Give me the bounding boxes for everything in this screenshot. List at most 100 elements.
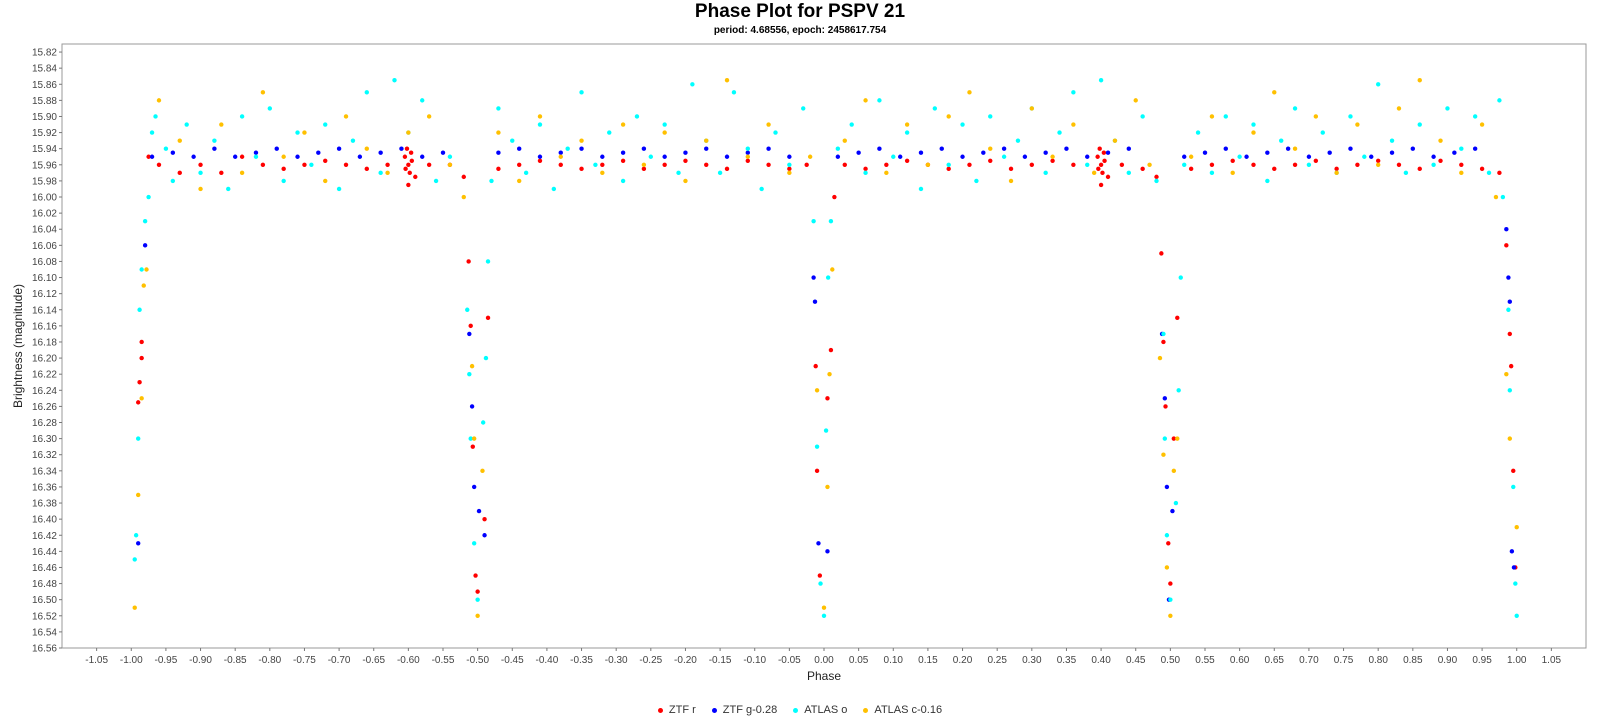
point-atlas-c-0-16: [1071, 122, 1076, 127]
point-ztf-g-0-28: [476, 508, 482, 514]
point-atlas-o: [1306, 162, 1312, 167]
point-atlas-o: [471, 541, 477, 546]
point-ztf-r: [1355, 162, 1360, 167]
x-tick-label: -0.65: [362, 655, 385, 666]
point-atlas-c-0-16: [1091, 170, 1097, 176]
point-atlas-o: [281, 178, 286, 184]
point-atlas-o: [1162, 436, 1168, 441]
point-ztf-r: [1119, 162, 1125, 167]
legend-swatch: [863, 707, 869, 713]
point-atlas-o: [818, 581, 823, 586]
point-ztf-r: [1095, 154, 1100, 159]
point-atlas-o: [1057, 130, 1062, 135]
point-atlas-c-0-16: [1396, 106, 1402, 111]
point-atlas-c-0-16: [946, 114, 951, 119]
x-axis-label: Phase: [807, 669, 841, 683]
x-tick-label: 0.70: [1299, 655, 1319, 666]
point-ztf-g-0-28: [295, 154, 300, 159]
y-tick-label: 16.44: [32, 547, 57, 558]
point-ztf-g-0-28: [1105, 150, 1111, 155]
point-ztf-g-0-28: [1348, 146, 1353, 151]
x-tick-label: 0.20: [953, 655, 973, 666]
point-atlas-o: [648, 154, 654, 159]
point-ztf-r: [745, 158, 750, 163]
point-atlas-c-0-16: [343, 114, 349, 119]
legend-label: ATLAS c-0.16: [874, 704, 943, 716]
point-atlas-c-0-16: [1251, 130, 1256, 135]
x-tick-label: 0.30: [1022, 655, 1042, 666]
point-ztf-r: [413, 174, 418, 180]
point-ztf-r: [1175, 315, 1180, 321]
x-tick-label: -0.40: [536, 655, 559, 666]
point-atlas-o: [1486, 170, 1492, 176]
point-ztf-r: [1171, 436, 1177, 441]
point-atlas-o: [835, 146, 841, 151]
point-ztf-r: [404, 146, 410, 151]
point-ztf-r: [1209, 162, 1215, 167]
point-ztf-r: [662, 162, 667, 167]
point-atlas-o: [1362, 154, 1367, 159]
point-atlas-o: [1513, 581, 1518, 586]
point-atlas-o: [447, 154, 453, 159]
point-atlas-o: [142, 218, 148, 224]
y-tick-label: 16.28: [32, 418, 57, 429]
y-tick-label: 16.04: [32, 225, 57, 236]
point-ztf-g-0-28: [170, 150, 176, 155]
point-ztf-g-0-28: [620, 150, 626, 155]
point-ztf-r: [787, 166, 792, 172]
point-ztf-r: [1508, 363, 1514, 369]
point-ztf-r: [1161, 339, 1166, 345]
point-ztf-r: [1479, 166, 1485, 172]
point-ztf-g-0-28: [641, 146, 647, 151]
point-atlas-o: [565, 146, 570, 151]
point-atlas-o: [523, 170, 529, 176]
point-atlas-o: [132, 557, 137, 562]
point-atlas-c-0-16: [641, 162, 647, 167]
legend-swatch: [711, 707, 717, 713]
point-atlas-o: [1506, 307, 1511, 312]
point-ztf-r: [828, 347, 834, 353]
point-atlas-c-0-16: [558, 154, 563, 159]
point-ztf-g-0-28: [877, 146, 882, 151]
x-tick-label: -0.70: [328, 655, 351, 666]
point-ztf-r: [884, 162, 889, 167]
point-atlas-c-0-16: [1157, 355, 1163, 361]
point-atlas-o: [146, 194, 151, 200]
x-tick-label: -0.05: [778, 655, 801, 666]
point-ztf-g-0-28: [212, 146, 217, 151]
point-atlas-o: [960, 122, 965, 127]
point-atlas-o: [198, 170, 203, 176]
point-ztf-g-0-28: [1223, 146, 1228, 151]
point-ztf-r: [832, 194, 837, 200]
point-atlas-c-0-16: [1479, 122, 1485, 127]
point-atlas-o: [1348, 114, 1353, 119]
y-tick-label: 16.02: [32, 209, 57, 220]
point-ztf-g-0-28: [1504, 227, 1509, 232]
point-ztf-r: [967, 162, 972, 167]
y-tick-label: 16.38: [32, 499, 57, 510]
point-atlas-o: [350, 138, 356, 143]
point-ztf-g-0-28: [482, 533, 487, 538]
point-ztf-r: [1029, 162, 1035, 167]
point-ztf-g-0-28: [766, 146, 771, 151]
point-atlas-c-0-16: [219, 122, 224, 127]
point-ztf-g-0-28: [517, 146, 522, 151]
chart-title: Phase Plot for PSPV 21: [694, 1, 906, 22]
point-ztf-r: [461, 174, 466, 180]
point-ztf-g-0-28: [981, 150, 986, 155]
point-atlas-o: [1292, 106, 1298, 111]
point-atlas-c-0-16: [704, 138, 709, 143]
point-atlas-o: [433, 178, 439, 184]
point-ztf-g-0-28: [191, 154, 196, 159]
point-ztf-r: [1071, 162, 1076, 167]
point-atlas-o: [825, 275, 831, 280]
y-tick-label: 15.84: [32, 64, 57, 75]
point-ztf-r: [683, 158, 688, 163]
point-ztf-r: [813, 363, 818, 369]
y-tick-label: 16.32: [32, 450, 57, 461]
x-tick-label: -0.90: [189, 655, 212, 666]
point-ztf-g-0-28: [1085, 154, 1090, 159]
point-atlas-o: [163, 146, 169, 151]
point-ztf-r: [1375, 158, 1381, 163]
y-tick-label: 16.52: [32, 611, 57, 622]
